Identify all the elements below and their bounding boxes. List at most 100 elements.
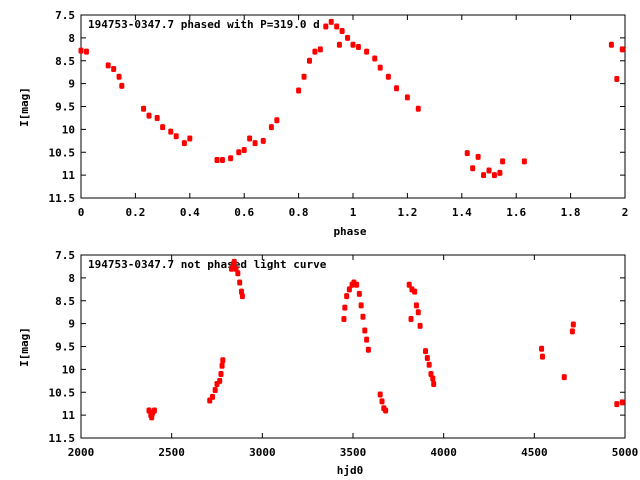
data-point <box>344 293 350 300</box>
data-point <box>274 117 280 124</box>
data-point <box>608 41 614 48</box>
data-point <box>424 354 430 361</box>
data-point <box>561 374 567 381</box>
x-tick-label: 3000 <box>249 446 276 459</box>
data-point <box>430 375 436 382</box>
x-tick-label: 0 <box>78 206 85 219</box>
phased-y-axis-label: I[mag] <box>18 87 31 127</box>
data-point <box>219 362 225 369</box>
data-point <box>481 172 487 179</box>
x-tick-label: 1.4 <box>452 206 472 219</box>
data-point <box>219 157 225 164</box>
data-point <box>423 348 429 355</box>
y-tick-label: 11.5 <box>49 432 76 445</box>
data-point <box>247 135 253 142</box>
data-point <box>383 407 389 414</box>
x-tick-label: 1.2 <box>397 206 417 219</box>
data-point <box>539 353 545 360</box>
data-point <box>417 322 423 329</box>
data-point <box>415 105 421 112</box>
data-point <box>354 281 360 288</box>
data-point <box>415 309 421 316</box>
x-tick-label: 2000 <box>68 446 95 459</box>
data-point <box>241 146 247 153</box>
data-point <box>539 345 545 352</box>
data-point <box>372 55 378 62</box>
data-point <box>497 169 503 176</box>
x-tick-label: 0.6 <box>234 206 254 219</box>
data-point <box>228 155 234 162</box>
phased-x-axis-label: phase <box>333 225 366 238</box>
data-point <box>233 265 239 272</box>
x-tick-label: 2500 <box>158 446 185 459</box>
data-point <box>78 47 84 54</box>
data-point <box>252 140 258 147</box>
data-point <box>229 265 235 272</box>
x-tick-label: 3500 <box>340 446 367 459</box>
y-tick-label: 7.5 <box>55 249 75 262</box>
data-point <box>470 165 476 172</box>
unphased-plot: 194753-0347.7 not phased light curve hjd… <box>18 249 638 477</box>
data-point <box>236 149 242 156</box>
unphased-plot-title: 194753-0347.7 not phased light curve <box>88 258 327 271</box>
data-point <box>238 288 244 295</box>
y-tick-label: 7.5 <box>55 9 75 22</box>
phased-plot-title: 194753-0347.7 phased with P=319.0 d <box>88 18 320 31</box>
data-point <box>570 321 576 328</box>
data-point <box>619 399 625 406</box>
data-point <box>151 407 157 414</box>
data-point <box>173 133 179 140</box>
data-point <box>345 34 351 41</box>
data-point <box>181 140 187 147</box>
x-tick-label: 1 <box>350 206 357 219</box>
data-point <box>212 386 218 393</box>
data-point <box>187 135 193 142</box>
x-tick-label: 0.4 <box>180 206 200 219</box>
y-tick-label: 9.5 <box>55 341 75 354</box>
data-point <box>268 124 274 131</box>
data-point <box>431 381 437 388</box>
data-point <box>364 48 370 55</box>
data-point <box>406 281 412 288</box>
data-point <box>336 41 342 48</box>
data-point <box>220 357 226 364</box>
data-point <box>296 87 302 94</box>
data-point <box>377 64 383 71</box>
data-point <box>312 48 318 55</box>
data-point <box>408 316 414 323</box>
x-tick-label: 0.2 <box>125 206 145 219</box>
data-point <box>146 112 152 119</box>
data-point <box>301 73 307 80</box>
y-tick-label: 8.5 <box>55 55 75 68</box>
data-point <box>239 293 245 300</box>
data-point <box>350 41 356 48</box>
data-point <box>83 48 89 55</box>
y-tick-label: 8 <box>68 272 75 285</box>
data-point <box>619 46 625 53</box>
data-point <box>342 304 348 311</box>
data-point <box>614 76 620 83</box>
y-tick-label: 8 <box>68 32 75 45</box>
x-tick-label: 5000 <box>612 446 639 459</box>
data-point <box>105 62 111 69</box>
data-point <box>379 398 385 405</box>
data-point <box>365 346 371 353</box>
y-tick-label: 10 <box>62 363 75 376</box>
data-point <box>341 316 347 323</box>
data-point <box>214 157 220 164</box>
y-tick-label: 11 <box>62 169 76 182</box>
data-point <box>260 137 266 144</box>
data-point <box>217 377 223 384</box>
data-point <box>209 393 215 400</box>
y-tick-label: 9 <box>68 318 75 331</box>
data-point <box>614 401 620 408</box>
data-point <box>412 288 418 295</box>
data-point <box>521 158 527 165</box>
y-tick-label: 11.5 <box>49 192 76 205</box>
data-point <box>355 44 361 51</box>
data-point <box>235 270 241 277</box>
y-tick-label: 9 <box>68 78 75 91</box>
data-point <box>426 361 432 368</box>
data-point <box>119 82 125 89</box>
